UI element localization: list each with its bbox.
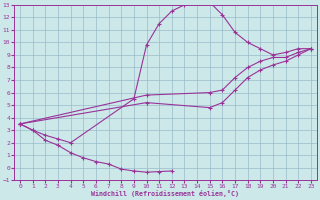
X-axis label: Windchill (Refroidissement éolien,°C): Windchill (Refroidissement éolien,°C) — [92, 190, 239, 197]
